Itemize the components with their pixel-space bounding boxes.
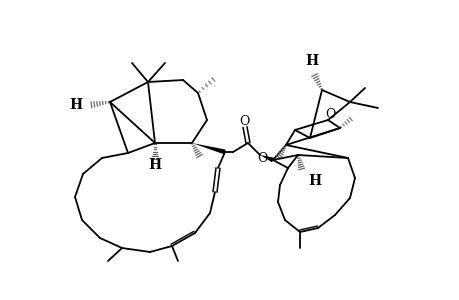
Text: H: H (308, 174, 320, 188)
Polygon shape (191, 143, 225, 154)
Text: O: O (324, 107, 335, 121)
Text: O: O (238, 115, 249, 128)
Text: H: H (69, 98, 82, 112)
Text: O: O (256, 152, 267, 164)
Text: H: H (148, 158, 161, 172)
Polygon shape (259, 155, 273, 162)
Text: H: H (305, 54, 318, 68)
